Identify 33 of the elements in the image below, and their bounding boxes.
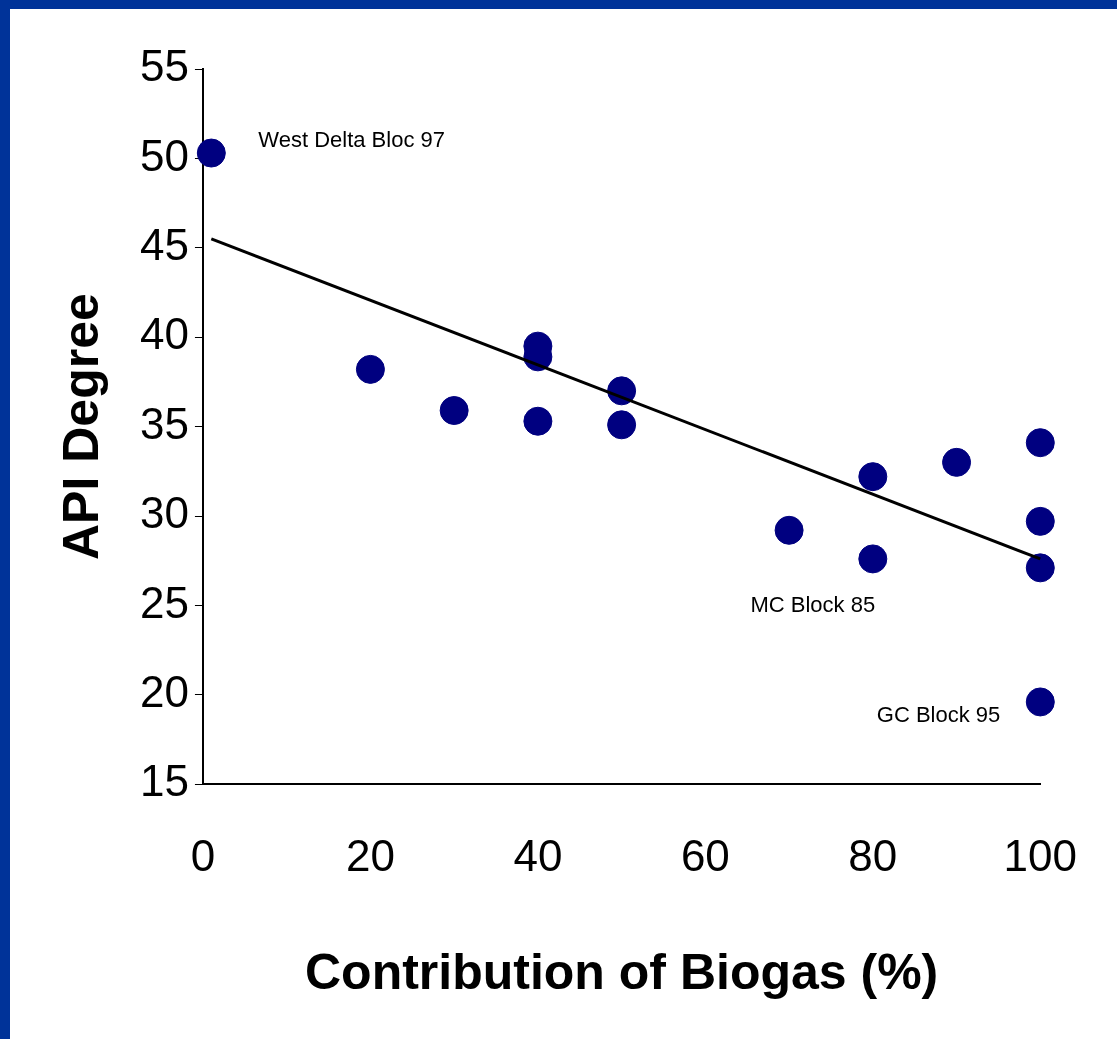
x-tick-label: 0	[190, 830, 216, 880]
point	[607, 410, 637, 440]
point	[858, 462, 888, 492]
x-tick-label: 20	[345, 830, 395, 880]
y-tick-label: 40	[139, 309, 189, 359]
annotation: West Delta Bloc 97	[258, 127, 445, 153]
y-tick-label: 25	[139, 577, 189, 627]
y-tick-label: 35	[139, 398, 189, 448]
point	[1025, 553, 1055, 583]
x-tick-label: 100	[1003, 830, 1077, 880]
y-tick-label: 55	[139, 41, 189, 91]
y-tick-label: 20	[139, 666, 189, 716]
point	[439, 396, 469, 426]
x-tick-label: 60	[680, 830, 730, 880]
point	[942, 447, 972, 477]
y-tick-label: 15	[139, 756, 189, 806]
y-axis-title: API Degree	[52, 293, 109, 560]
point	[355, 354, 385, 384]
annotation: MC Block 85	[750, 591, 876, 617]
y-tick-label: 50	[139, 130, 189, 180]
point	[1025, 687, 1055, 717]
x-tick-label: 40	[513, 830, 563, 880]
x-tick-label: 80	[848, 830, 898, 880]
y-tick-label: 30	[139, 488, 189, 538]
point	[858, 544, 888, 574]
y-tick-label: 45	[139, 219, 189, 269]
x-axis-title: Contribution of Biogas (%)	[305, 943, 939, 1000]
point	[774, 515, 804, 545]
annotation: GC Block 95	[876, 702, 1001, 728]
point	[523, 406, 553, 436]
point	[1025, 506, 1055, 536]
point	[196, 138, 226, 168]
point	[1025, 428, 1055, 458]
